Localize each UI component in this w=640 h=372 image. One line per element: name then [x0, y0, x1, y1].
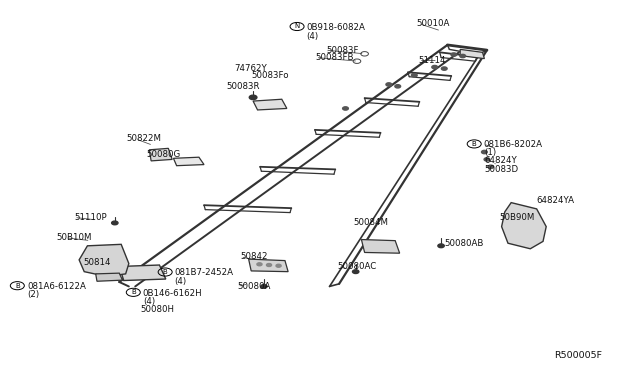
Polygon shape: [253, 99, 287, 110]
Text: 081B7-2452A: 081B7-2452A: [175, 268, 234, 277]
Text: 0B146-6162H: 0B146-6162H: [143, 289, 202, 298]
Circle shape: [412, 74, 417, 77]
Text: 50080G: 50080G: [147, 150, 181, 159]
Circle shape: [395, 85, 401, 88]
Polygon shape: [79, 244, 129, 276]
Text: 50B10M: 50B10M: [56, 233, 92, 242]
Text: B: B: [15, 283, 20, 289]
Circle shape: [111, 221, 118, 225]
Text: 50080AC: 50080AC: [338, 262, 377, 271]
Text: N: N: [294, 23, 300, 29]
Circle shape: [488, 165, 493, 169]
Circle shape: [438, 244, 444, 248]
Text: (4): (4): [143, 297, 155, 306]
Text: 64824YA: 64824YA: [537, 196, 575, 205]
Text: 50083F: 50083F: [326, 46, 359, 55]
Circle shape: [276, 264, 281, 267]
Circle shape: [432, 65, 438, 69]
Polygon shape: [173, 157, 204, 166]
Polygon shape: [119, 265, 166, 280]
Text: 081B6-8202A: 081B6-8202A: [483, 140, 542, 149]
Text: 50080H: 50080H: [140, 305, 174, 314]
Circle shape: [260, 285, 267, 288]
Text: 0B918-6082A: 0B918-6082A: [306, 23, 365, 32]
Text: 50080AB: 50080AB: [444, 239, 484, 248]
Text: 51110P: 51110P: [74, 213, 107, 222]
Text: 50822M: 50822M: [126, 134, 161, 143]
Polygon shape: [248, 259, 288, 272]
Text: B: B: [163, 269, 168, 275]
Text: (1): (1): [484, 148, 497, 157]
Text: 50080A: 50080A: [237, 282, 271, 291]
Circle shape: [460, 54, 466, 58]
Circle shape: [484, 158, 490, 161]
Text: 50084M: 50084M: [353, 218, 388, 227]
Polygon shape: [149, 148, 172, 161]
Circle shape: [249, 95, 257, 100]
Text: (2): (2): [27, 290, 39, 299]
Text: 50842: 50842: [241, 252, 268, 262]
Text: 081A6-6122A: 081A6-6122A: [27, 282, 86, 291]
Text: 64824Y: 64824Y: [484, 156, 517, 166]
Text: 74762Y: 74762Y: [235, 64, 268, 73]
Circle shape: [342, 107, 348, 110]
Text: 50814: 50814: [83, 258, 111, 267]
Polygon shape: [460, 49, 484, 59]
Polygon shape: [502, 203, 546, 249]
Text: B: B: [131, 289, 136, 295]
Text: 51114: 51114: [419, 56, 446, 65]
Text: 50B90M: 50B90M: [500, 213, 535, 222]
Text: 50083D: 50083D: [484, 164, 518, 173]
Text: (4): (4): [175, 277, 187, 286]
Circle shape: [481, 150, 487, 154]
Circle shape: [266, 263, 271, 266]
Text: 50010A: 50010A: [417, 19, 450, 28]
Circle shape: [442, 67, 447, 70]
Circle shape: [353, 270, 359, 273]
Text: R500005F: R500005F: [554, 350, 602, 360]
Text: 50083R: 50083R: [227, 82, 260, 91]
Text: (4): (4): [306, 32, 318, 41]
Circle shape: [451, 53, 457, 56]
Circle shape: [386, 83, 392, 86]
Text: 50083Fo: 50083Fo: [251, 71, 289, 80]
Text: B: B: [472, 141, 477, 147]
Circle shape: [257, 263, 262, 266]
Polygon shape: [362, 240, 399, 253]
Polygon shape: [96, 273, 122, 281]
Text: 50083FB: 50083FB: [316, 53, 354, 62]
